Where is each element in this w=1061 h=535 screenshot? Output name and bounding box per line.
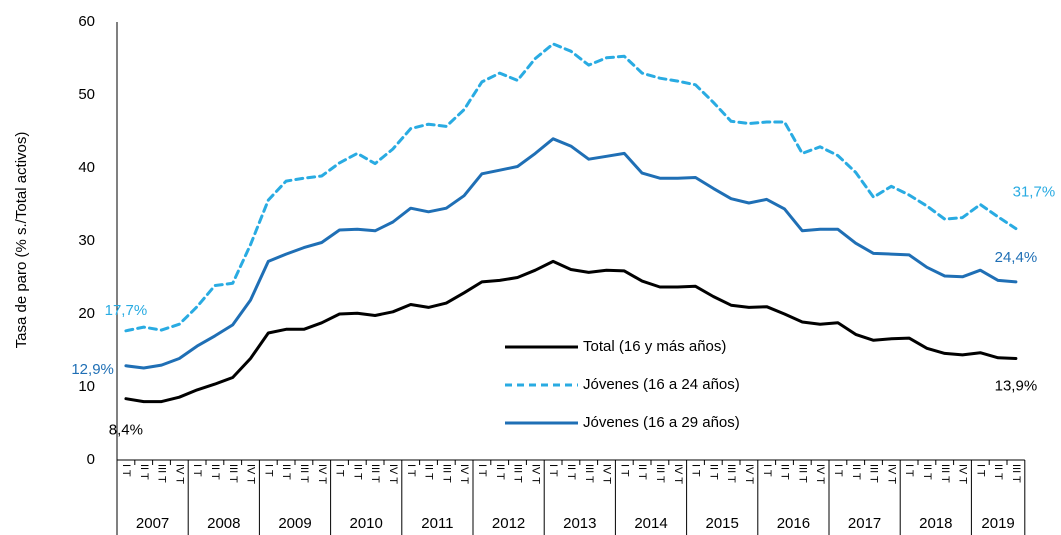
x-tick-label: III T bbox=[440, 464, 452, 483]
x-tick-label: I T bbox=[334, 464, 346, 477]
x-tick-label: III T bbox=[227, 464, 239, 483]
y-tick-label: 20 bbox=[78, 305, 95, 322]
legend-label: Jóvenes (16 a 24 años) bbox=[583, 376, 740, 393]
series-line bbox=[124, 137, 1018, 370]
x-tick-label: I T bbox=[120, 464, 132, 477]
x-tick-label: II T bbox=[636, 464, 648, 480]
year-label: 2009 bbox=[278, 515, 311, 532]
x-tick-label: IV T bbox=[743, 464, 755, 484]
series-line bbox=[124, 259, 1018, 404]
x-tick-label: II T bbox=[921, 464, 933, 480]
y-tick-label: 10 bbox=[78, 378, 95, 395]
x-tick-label: II T bbox=[423, 464, 435, 480]
x-tick-label: III T bbox=[369, 464, 381, 483]
x-tick-label: III T bbox=[1010, 464, 1022, 483]
x-tick-label: I T bbox=[832, 464, 844, 477]
x-tick-label: I T bbox=[903, 464, 915, 477]
data-label: 13,9% bbox=[995, 377, 1038, 394]
x-tick-label: I T bbox=[262, 464, 274, 477]
x-tick-label: I T bbox=[618, 464, 630, 477]
x-tick-label: IV T bbox=[601, 464, 613, 484]
x-tick-label: IV T bbox=[245, 464, 257, 484]
year-label: 2008 bbox=[207, 515, 240, 532]
x-tick-label: II T bbox=[209, 464, 221, 480]
series-line bbox=[124, 42, 1018, 333]
x-tick-label: II T bbox=[707, 464, 719, 480]
year-label: 2015 bbox=[706, 515, 739, 532]
data-label: 8,4% bbox=[109, 422, 143, 439]
x-tick-label: III T bbox=[939, 464, 951, 483]
legend-label: Jóvenes (16 a 29 años) bbox=[583, 414, 740, 431]
data-label: 12,9% bbox=[71, 361, 114, 378]
year-label: 2007 bbox=[136, 515, 169, 532]
year-label: 2019 bbox=[981, 515, 1014, 532]
x-tick-label: IV T bbox=[885, 464, 897, 484]
x-tick-label: IV T bbox=[814, 464, 826, 484]
x-tick-label: II T bbox=[494, 464, 506, 480]
year-label: 2011 bbox=[421, 515, 453, 532]
y-tick-label: 40 bbox=[78, 159, 95, 176]
x-tick-label: II T bbox=[850, 464, 862, 480]
y-axis-label: Tasa de paro (% s./Total activos) bbox=[13, 132, 30, 349]
x-tick-label: I T bbox=[191, 464, 203, 477]
x-tick-label: III T bbox=[725, 464, 737, 483]
data-label: 31,7% bbox=[1013, 184, 1056, 201]
x-tick-label: II T bbox=[779, 464, 791, 480]
x-tick-label: II T bbox=[565, 464, 577, 480]
x-tick-label: I T bbox=[974, 464, 986, 477]
data-label: 24,4% bbox=[995, 249, 1038, 266]
x-tick-label: III T bbox=[654, 464, 666, 483]
x-tick-label: IV T bbox=[173, 464, 185, 484]
x-tick-label: I T bbox=[761, 464, 773, 477]
x-tick-label: III T bbox=[868, 464, 880, 483]
x-tick-label: IV T bbox=[529, 464, 541, 484]
x-tick-label: II T bbox=[351, 464, 363, 480]
year-label: 2018 bbox=[919, 515, 952, 532]
x-tick-label: IV T bbox=[957, 464, 969, 484]
x-tick-label: III T bbox=[512, 464, 524, 483]
year-label: 2012 bbox=[492, 515, 525, 532]
legend-label: Total (16 y más años) bbox=[583, 338, 726, 355]
x-tick-label: I T bbox=[547, 464, 559, 477]
x-tick-label: IV T bbox=[316, 464, 328, 484]
data-label: 17,7% bbox=[105, 302, 148, 319]
year-label: 2014 bbox=[634, 515, 667, 532]
x-tick-label: III T bbox=[298, 464, 310, 483]
x-tick-label: III T bbox=[796, 464, 808, 483]
x-tick-label: IV T bbox=[458, 464, 470, 484]
x-tick-label: I T bbox=[405, 464, 417, 477]
x-tick-label: III T bbox=[156, 464, 168, 483]
x-tick-label: II T bbox=[992, 464, 1004, 480]
y-tick-label: 0 bbox=[87, 451, 95, 468]
year-label: 2017 bbox=[848, 515, 881, 532]
x-tick-label: III T bbox=[583, 464, 595, 483]
y-tick-label: 30 bbox=[78, 232, 95, 249]
x-tick-label: I T bbox=[476, 464, 488, 477]
x-tick-label: IV T bbox=[672, 464, 684, 484]
year-label: 2016 bbox=[777, 515, 810, 532]
y-tick-label: 60 bbox=[78, 13, 95, 30]
x-tick-label: I T bbox=[690, 464, 702, 477]
x-tick-label: II T bbox=[280, 464, 292, 480]
x-tick-label: II T bbox=[138, 464, 150, 480]
x-tick-label: IV T bbox=[387, 464, 399, 484]
y-tick-label: 50 bbox=[78, 86, 95, 103]
year-label: 2010 bbox=[350, 515, 383, 532]
year-label: 2013 bbox=[563, 515, 596, 532]
